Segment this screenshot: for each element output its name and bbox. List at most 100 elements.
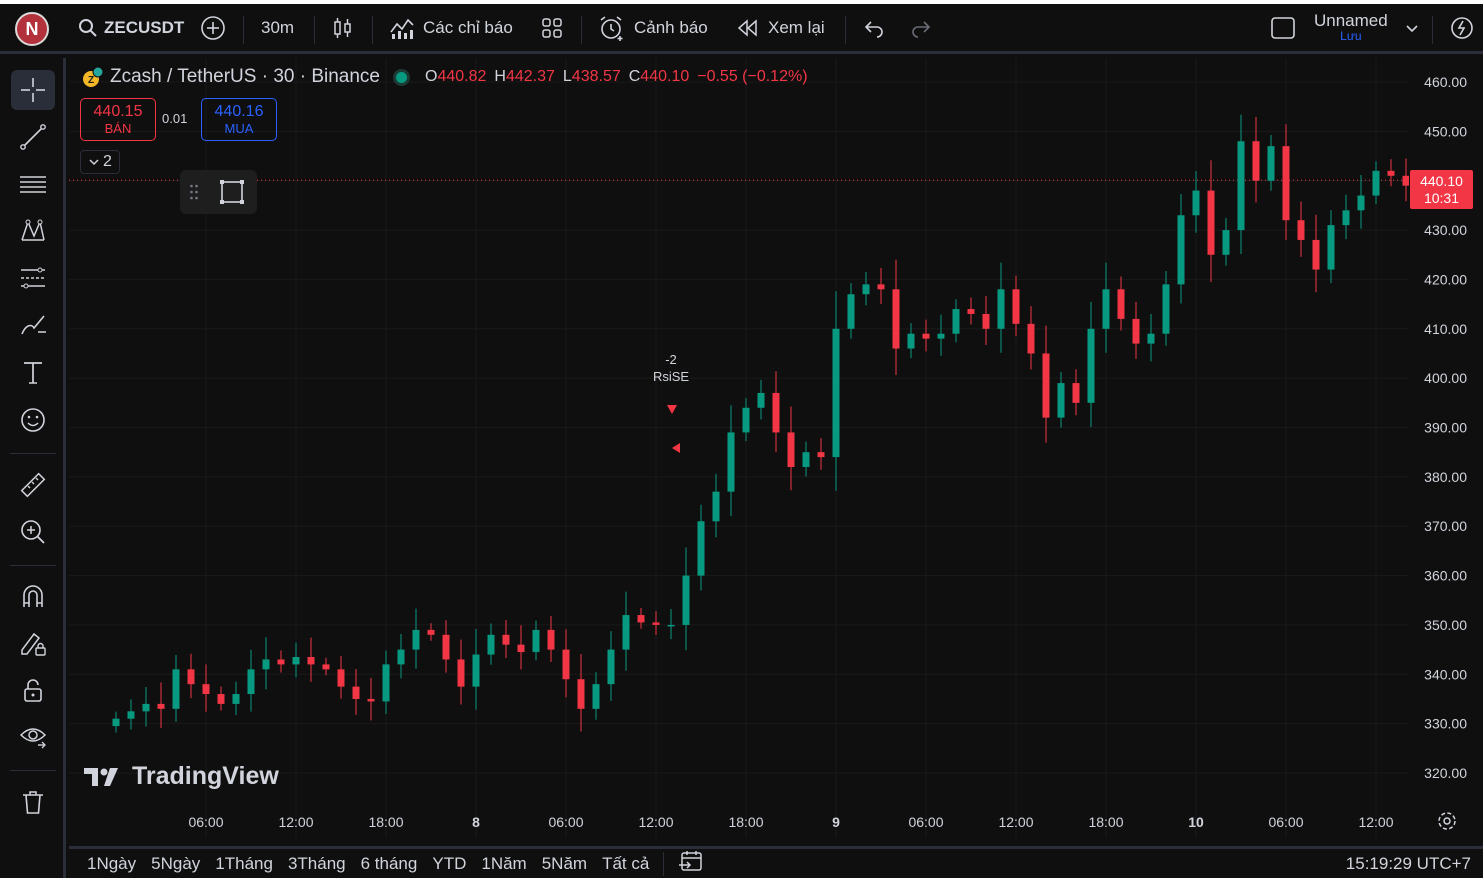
emoji-tool[interactable] <box>11 400 55 440</box>
price-chart[interactable]: -2 RsiSE <box>69 58 1409 838</box>
lock-all-tool[interactable] <box>11 670 55 710</box>
quick-search-button[interactable] <box>1447 4 1475 52</box>
candle <box>832 291 840 491</box>
range-button[interactable]: YTD <box>432 853 467 873</box>
indicators-icon <box>390 18 414 39</box>
pencil-lock-icon <box>21 632 46 656</box>
forecast-tool[interactable] <box>11 258 55 298</box>
candle <box>727 405 735 517</box>
candle-body <box>1402 175 1409 186</box>
range-button[interactable]: Tất cả <box>602 853 650 873</box>
layout-menu-button[interactable] <box>1405 4 1419 52</box>
compare-symbol-button[interactable] <box>200 4 226 52</box>
indicators-collapse-button[interactable]: 2 <box>80 150 120 174</box>
alerts-button[interactable]: Cảnh báo <box>598 4 708 52</box>
candle-body <box>682 575 690 625</box>
symbol-title[interactable]: Zcash / TetherUS · 30 · Binance <box>110 66 380 87</box>
candle-body <box>1222 230 1230 255</box>
candle-body <box>202 684 210 695</box>
indicators-button[interactable]: Các chỉ báo <box>389 4 513 52</box>
time-axis[interactable]: 06:00 12:00 18:00 8 06:00 12:00 18:00 9 06:00 12:… <box>69 806 1409 838</box>
replay-label: Xem lại <box>768 18 825 37</box>
crosshair-tool[interactable] <box>11 70 55 110</box>
candle <box>532 620 540 661</box>
magnet-tool[interactable] <box>11 576 55 616</box>
svg-text:Z: Z <box>88 75 94 86</box>
open-value: 440.82 <box>437 68 487 85</box>
candle <box>187 653 195 699</box>
undo-button[interactable] <box>862 4 886 52</box>
range-button[interactable]: 1Ngày <box>87 853 137 873</box>
time-tick-label: 8 <box>472 814 480 830</box>
interval-button[interactable]: 30m <box>261 4 294 52</box>
horizontal-lines-tool[interactable] <box>11 164 55 204</box>
replay-button[interactable]: Xem lại <box>736 4 825 52</box>
candle-body <box>862 284 870 295</box>
indicator-count: 2 <box>103 153 112 170</box>
layout-select-button[interactable] <box>1270 4 1296 52</box>
drag-handle-icon[interactable] <box>189 183 199 201</box>
zoom-in-tool[interactable] <box>11 512 55 552</box>
user-avatar[interactable]: N <box>15 12 49 46</box>
candle-body <box>787 432 795 467</box>
candle-body <box>1357 195 1365 211</box>
save-status: Lưu <box>1340 29 1362 43</box>
range-button[interactable]: 5Ngày <box>151 853 201 873</box>
rectangle-select-icon[interactable] <box>218 178 246 206</box>
candle-body <box>697 521 705 576</box>
price-axis[interactable]: 460.00450.00440.00430.00420.00410.00400.… <box>1409 58 1483 838</box>
time-tick-label: 18:00 <box>1088 814 1123 830</box>
candle-body <box>667 624 675 627</box>
candle-body <box>847 294 855 329</box>
candle-body <box>502 634 510 645</box>
bottom-range-bar: 1Ngày 5Ngày 1Tháng 3Tháng 6 tháng YTD 1Năm 5Năm… <box>69 846 1483 878</box>
clock-timezone[interactable]: 15:19:29 UTC+7 <box>1345 854 1471 873</box>
candle <box>862 272 870 306</box>
chart-settings-button[interactable] <box>1436 810 1458 837</box>
brush-icon <box>21 315 46 335</box>
layout-name-block[interactable]: Unnamed Lưu <box>1314 12 1388 43</box>
candle <box>142 686 150 727</box>
price-tick-label: 460.00 <box>1424 74 1467 90</box>
candle <box>397 634 405 679</box>
low-label: L <box>562 68 572 85</box>
chart-grid <box>69 58 1409 838</box>
range-button[interactable]: 3Tháng <box>287 853 346 873</box>
text-tool[interactable] <box>11 352 55 392</box>
range-button[interactable]: 1Tháng <box>215 853 273 873</box>
go-to-date-button[interactable] <box>678 849 704 878</box>
candle-body <box>382 664 390 702</box>
trend-line-tool[interactable] <box>11 117 55 157</box>
chart-type-button[interactable] <box>332 4 354 52</box>
candle-body <box>412 629 420 650</box>
candle <box>997 262 1005 353</box>
sell-button[interactable]: 440.15 BÁN <box>80 98 156 141</box>
range-button[interactable]: 6 tháng <box>360 853 418 873</box>
brush-tool[interactable] <box>11 305 55 345</box>
buy-button[interactable]: 440.16 MUA <box>201 98 277 141</box>
time-tick-label: 12:00 <box>1358 814 1393 830</box>
lock-drawing-tool[interactable] <box>11 623 55 663</box>
toolbar-divider <box>372 16 373 44</box>
range-button[interactable]: 5Năm <box>541 853 588 873</box>
time-tick-label: 12:00 <box>638 814 673 830</box>
candle-body <box>637 615 645 623</box>
range-button[interactable]: 1Năm <box>481 853 527 873</box>
pattern-tool[interactable] <box>11 211 55 251</box>
candle <box>307 637 315 682</box>
ruler-tool[interactable] <box>11 465 55 505</box>
symbol-search-button[interactable]: ZECUSDT <box>78 4 184 52</box>
redo-icon <box>912 21 931 38</box>
candle <box>1222 217 1230 266</box>
time-tick-label: 12:00 <box>998 814 1033 830</box>
hide-drawings-tool[interactable] <box>11 716 55 756</box>
candle <box>427 623 435 641</box>
candle-body <box>892 289 900 349</box>
time-tick-label: 06:00 <box>548 814 583 830</box>
candle <box>817 438 825 470</box>
remove-drawings-tool[interactable] <box>11 782 55 822</box>
candle-body <box>817 452 825 458</box>
candle-body <box>1012 289 1020 324</box>
redo-button[interactable] <box>909 4 933 52</box>
templates-button[interactable] <box>540 4 564 52</box>
